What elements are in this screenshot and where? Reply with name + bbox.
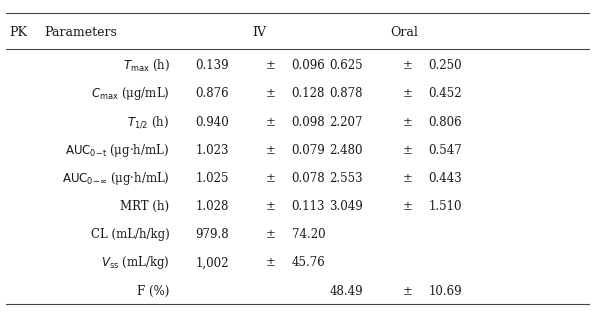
Text: F (%): F (%) [137, 285, 170, 298]
Text: 74.20: 74.20 [292, 228, 325, 241]
Text: 0.250: 0.250 [428, 59, 462, 72]
Text: $\mathrm{AUC}_{0\mathrm{-t}}$ (μg·h/mL): $\mathrm{AUC}_{0\mathrm{-t}}$ (μg·h/mL) [65, 142, 170, 159]
Text: 0.139: 0.139 [195, 59, 229, 72]
Text: 0.098: 0.098 [292, 115, 325, 129]
Text: MRT (h): MRT (h) [120, 200, 170, 213]
Text: 1.028: 1.028 [196, 200, 229, 213]
Text: 2.553: 2.553 [329, 172, 363, 185]
Text: ±: ± [403, 87, 412, 100]
Text: 0.625: 0.625 [329, 59, 363, 72]
Text: 0.876: 0.876 [195, 87, 229, 100]
Text: $C_{\mathrm{max}}$ (μg/mL): $C_{\mathrm{max}}$ (μg/mL) [91, 85, 170, 102]
Text: ±: ± [403, 144, 412, 157]
Text: ±: ± [266, 59, 275, 72]
Text: 10.69: 10.69 [428, 285, 462, 298]
Text: 0.452: 0.452 [428, 87, 462, 100]
Text: 0.806: 0.806 [428, 115, 462, 129]
Text: 0.113: 0.113 [292, 200, 325, 213]
Text: $T_{\mathrm{max}}$ (h): $T_{\mathrm{max}}$ (h) [123, 58, 170, 73]
Text: 2.480: 2.480 [330, 144, 363, 157]
Text: 0.078: 0.078 [292, 172, 325, 185]
Text: $T_{1/2}$ (h): $T_{1/2}$ (h) [127, 114, 170, 130]
Text: $\mathrm{AUC}_{0\mathrm{-\infty}}$ (μg·h/mL): $\mathrm{AUC}_{0\mathrm{-\infty}}$ (μg·h… [62, 170, 170, 187]
Text: 1.510: 1.510 [428, 200, 462, 213]
Text: $V_{\mathrm{ss}}$ (mL/kg): $V_{\mathrm{ss}}$ (mL/kg) [101, 254, 170, 271]
Text: CL (mL/h/kg): CL (mL/h/kg) [91, 228, 170, 241]
Text: 0.079: 0.079 [292, 144, 325, 157]
Text: ±: ± [266, 87, 275, 100]
Text: ±: ± [266, 144, 275, 157]
Text: ±: ± [403, 285, 412, 298]
Text: ±: ± [266, 228, 275, 241]
Text: 0.096: 0.096 [292, 59, 325, 72]
Text: ±: ± [403, 172, 412, 185]
Text: 979.8: 979.8 [195, 228, 229, 241]
Text: 1.025: 1.025 [196, 172, 229, 185]
Text: 1.023: 1.023 [196, 144, 229, 157]
Text: ±: ± [403, 115, 412, 129]
Text: 0.128: 0.128 [292, 87, 325, 100]
Text: 45.76: 45.76 [292, 256, 325, 269]
Text: 0.878: 0.878 [330, 87, 363, 100]
Text: 1,002: 1,002 [196, 256, 229, 269]
Text: ±: ± [403, 200, 412, 213]
Text: ±: ± [266, 256, 275, 269]
Text: 0.443: 0.443 [428, 172, 462, 185]
Text: 3.049: 3.049 [329, 200, 363, 213]
Text: PK: PK [9, 26, 27, 39]
Text: ±: ± [266, 172, 275, 185]
Text: 2.207: 2.207 [330, 115, 363, 129]
Text: ±: ± [403, 59, 412, 72]
Text: ±: ± [266, 115, 275, 129]
Text: ±: ± [266, 200, 275, 213]
Text: Oral: Oral [391, 26, 418, 39]
Text: 0.940: 0.940 [195, 115, 229, 129]
Text: Parameters: Parameters [45, 26, 117, 39]
Text: 0.547: 0.547 [428, 144, 462, 157]
Text: 48.49: 48.49 [329, 285, 363, 298]
Text: IV: IV [252, 26, 266, 39]
